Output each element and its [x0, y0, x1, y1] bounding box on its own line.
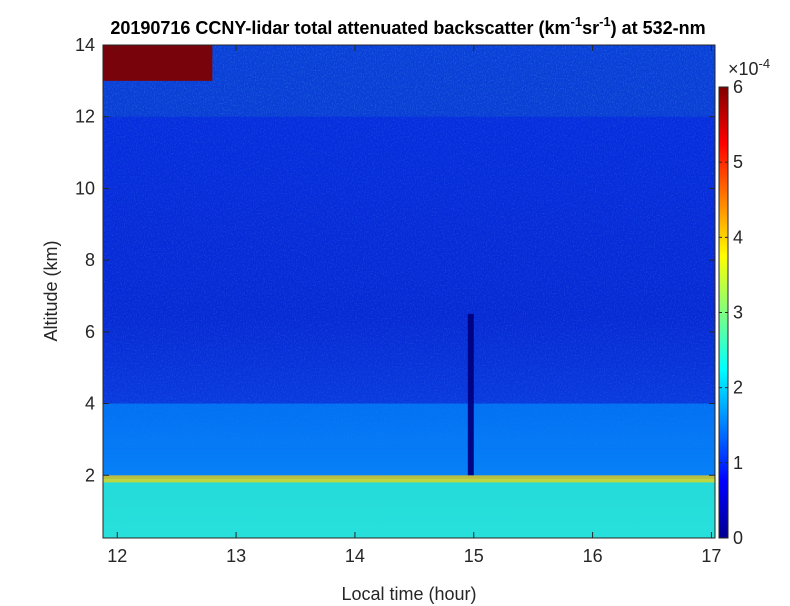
y-tick-label: 2: [85, 465, 95, 485]
y-axis: 2 4 6 8 10 12 14: [75, 35, 715, 485]
y-tick-label: 14: [75, 35, 95, 55]
colorbar-tick-label: 3: [733, 303, 743, 323]
y-tick-label: 12: [75, 107, 95, 127]
colorbar-tick-label: 1: [733, 453, 743, 473]
x-axis-label: Local time (hour): [341, 584, 476, 604]
colorbar-tick-label: 0: [733, 528, 743, 548]
x-tick-label: 16: [583, 546, 603, 566]
heatmap-area: [103, 45, 715, 538]
feature-boundary-layer-aerosol: [103, 478, 715, 538]
colorbar-tick-label: 4: [733, 227, 743, 247]
feature-cirrus-cloud: [103, 45, 213, 81]
heatmap-features: [103, 45, 715, 538]
colorbar-exponent: ×10-4: [728, 56, 770, 79]
feature-residual-layer: [103, 403, 715, 476]
x-tick-label: 13: [226, 546, 246, 566]
heatmap-noise-texture: [103, 45, 715, 445]
chart-title: 20190716 CCNY-lidar total attenuated bac…: [110, 14, 705, 38]
colorbar-ticks: 0 1 2 3 4 5 6: [719, 77, 743, 548]
y-tick-label: 4: [85, 394, 95, 414]
feature-cloud-attenuated-column: [467, 313, 474, 476]
x-axis: 12 13 14 15 16 17: [107, 45, 721, 566]
x-tick-label: 17: [701, 546, 721, 566]
y-tick-label: 10: [75, 178, 95, 198]
colorbar-tick-label: 6: [733, 77, 743, 97]
x-tick-label: 12: [107, 546, 127, 566]
y-axis-label: Altitude (km): [41, 240, 61, 341]
y-tick-label: 8: [85, 250, 95, 270]
plot-frame: [102, 44, 716, 539]
y-tick-label: 6: [85, 322, 95, 342]
x-tick-label: 14: [345, 546, 365, 566]
colorbar-tick-label: 2: [733, 378, 743, 398]
colorbar-tick-label: 5: [733, 152, 743, 172]
feature-aerosol-layer-top: [103, 475, 715, 483]
feature-free-troposphere: [103, 116, 715, 404]
x-tick-label: 15: [464, 546, 484, 566]
